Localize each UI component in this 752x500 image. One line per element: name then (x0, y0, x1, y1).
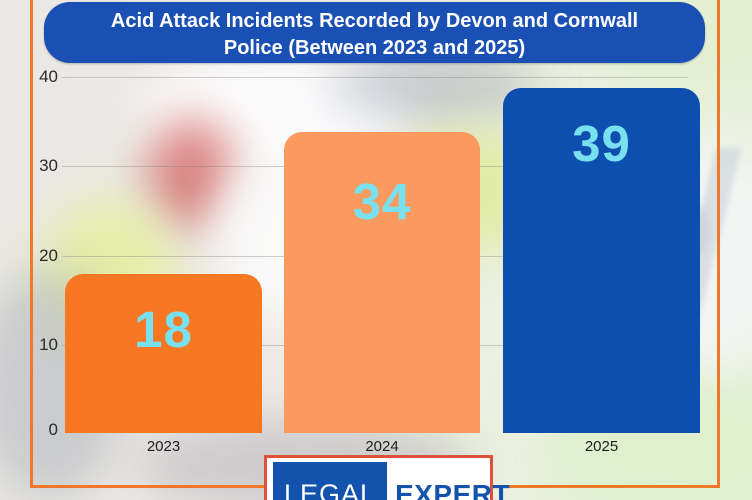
gridline-40 (62, 77, 688, 78)
y-axis-tick: 0 (48, 420, 58, 439)
bar-2025: 39 (503, 88, 700, 433)
y-axis-tick: 10 (39, 335, 58, 354)
bar-2024: 34 (284, 132, 480, 433)
y-axis-tick: 20 (39, 246, 58, 265)
x-axis-label-2025: 2025 (584, 438, 619, 455)
chart-title-line1: Acid Attack Incidents Recorded by Devon … (110, 10, 639, 32)
chart-title: Acid Attack Incidents Recorded by Devon … (44, 2, 705, 63)
bar-value-2025: 39 (572, 115, 631, 172)
bar-value-2024: 34 (352, 173, 412, 230)
x-axis-label-2024: 2024 (365, 438, 399, 455)
bar-value-2023: 18 (134, 301, 193, 358)
x-axis-label-2023: 2023 (146, 438, 181, 455)
y-axis-tick: 40 (39, 67, 58, 86)
chart-title-line2: Police (Between 2023 and 2025) (223, 37, 526, 59)
legal-expert-logo: LEGAL EXPERT (264, 455, 510, 500)
logo-legal-text: LEGAL (273, 462, 388, 500)
bar-2023: 18 (65, 274, 262, 433)
logo-expert-text: EXPERT (395, 479, 511, 500)
y-axis-tick: 30 (39, 156, 58, 175)
